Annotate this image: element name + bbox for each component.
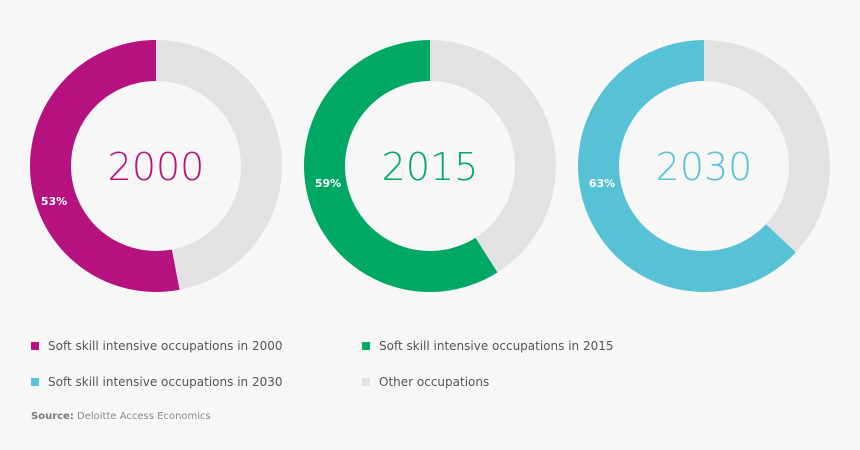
center-year-label-2015: 2015 xyxy=(382,145,479,189)
legend-label-2000: Soft skill intensive occupations in 2000 xyxy=(48,339,283,353)
source-text: Deloitte Access Economics xyxy=(77,411,211,422)
legend-item-other: Other occupations xyxy=(362,375,489,389)
donut-slice-other-2015 xyxy=(430,40,557,273)
donut-slice-soft-skill-2000 xyxy=(30,40,180,292)
legend-item-2030: Soft skill intensive occupations in 2030 xyxy=(31,375,283,389)
value-label-2000: 53% xyxy=(41,195,67,208)
legend-swatch-2030 xyxy=(31,378,39,386)
donut-slice-soft-skill-2030 xyxy=(578,40,796,292)
source-note: Source: Deloitte Access Economics xyxy=(31,411,211,422)
donut-chart-2000: 2000 53% xyxy=(30,40,283,292)
donut-slice-other-2030 xyxy=(704,40,830,253)
donut-slice-other-2000 xyxy=(156,40,283,290)
legend-item-2000: Soft skill intensive occupations in 2000 xyxy=(31,339,283,353)
source-label: Source: xyxy=(31,411,74,422)
legend-swatch-2000 xyxy=(31,342,39,350)
legend-label-2015: Soft skill intensive occupations in 2015 xyxy=(379,339,614,353)
legend-label-2030: Soft skill intensive occupations in 2030 xyxy=(48,375,283,389)
donut-chart-2015: 2015 59% xyxy=(304,40,557,292)
legend-label-other: Other occupations xyxy=(379,375,490,389)
legend-swatch-2015 xyxy=(362,342,370,350)
legend-swatch-other xyxy=(362,378,370,386)
value-label-2015: 59% xyxy=(315,177,341,190)
value-label-2030: 63% xyxy=(589,177,615,190)
legend-item-2015: Soft skill intensive occupations in 2015 xyxy=(362,339,614,353)
donut-charts: 2000 53% 2015 59% 2030 63% xyxy=(30,40,830,292)
donut-chart-2030: 2030 63% xyxy=(578,40,830,292)
center-year-label-2030: 2030 xyxy=(656,145,753,189)
donut-slice-soft-skill-2015 xyxy=(304,40,498,292)
center-year-label-2000: 2000 xyxy=(108,145,205,189)
